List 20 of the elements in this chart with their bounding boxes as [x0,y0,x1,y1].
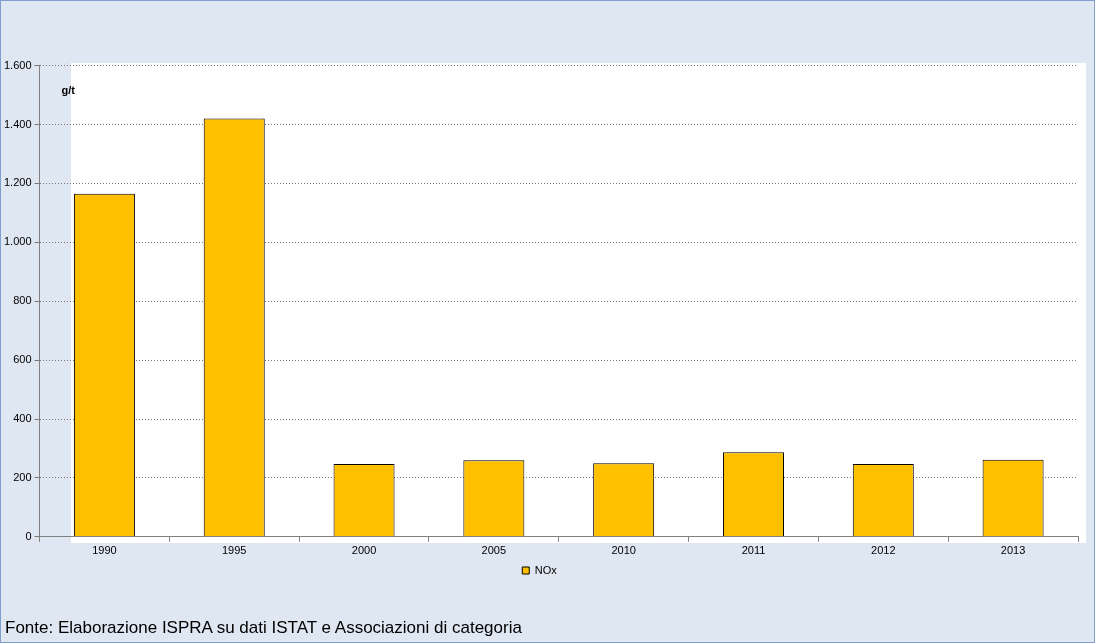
source-note: Fonte: Elaborazione ISPRA su dati ISTAT e Associazioni di categoria [5,618,522,638]
y-tick-label: 800 [13,294,32,307]
x-tick-label: 2012 [871,544,896,557]
y-tick-label: 200 [13,470,32,483]
y-tick-label: 400 [13,412,32,425]
y-tick-label: 1.600 [4,58,32,71]
y-tick-label: 1.200 [4,176,32,189]
x-tick-label: 2010 [611,544,636,557]
x-tick-label: 2000 [351,544,377,557]
y-axis-title: g/t [61,84,76,97]
y-tick-label: 0 [25,529,32,542]
y-tick-label: 1.000 [4,235,32,248]
y-tick-label: 1.400 [4,117,32,130]
x-tick-label: 2011 [741,544,766,557]
x-tick-label: 1995 [222,544,247,557]
legend-label: NOx [534,563,558,576]
x-tick-label: 2005 [481,544,507,557]
x-tick-label: 1990 [92,544,117,557]
x-tick-label: 2013 [1000,544,1026,557]
y-tick-label: 600 [13,353,32,366]
